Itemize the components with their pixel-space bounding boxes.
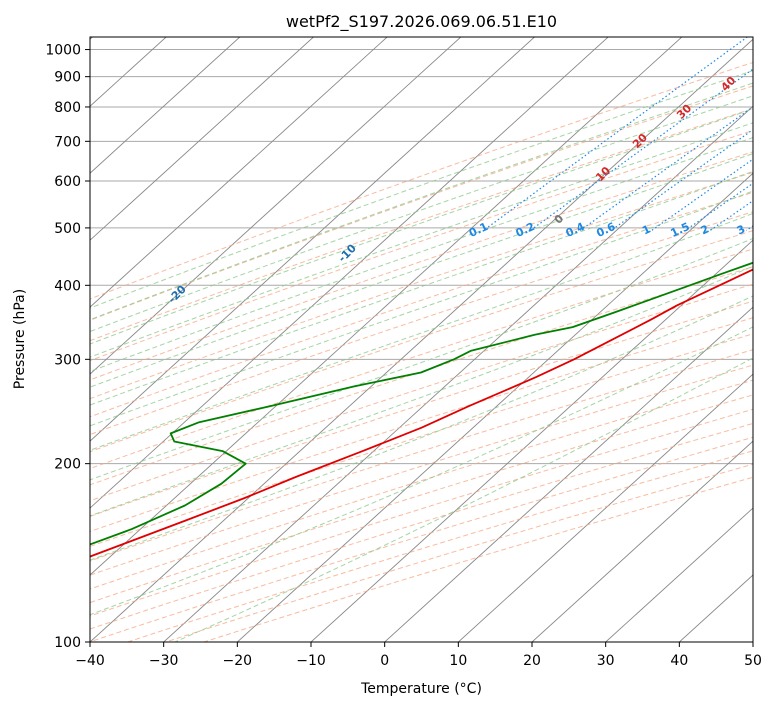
curve-labels: 0.10.20.40.611.52346810131620253036-100-… — [166, 74, 774, 306]
mixing-ratio-line — [483, 37, 749, 231]
x-tick-label: −40 — [75, 653, 105, 669]
isotherm-line — [531, 440, 753, 642]
moist-adiabat-line — [174, 357, 753, 642]
isotherm-line — [90, 37, 241, 174]
x-tick-label: −30 — [149, 653, 179, 669]
isotherm-line — [90, 37, 536, 442]
isotherm-line — [90, 37, 315, 241]
y-tick-label: 700 — [54, 134, 81, 150]
x-axis-label: Temperature (°C) — [360, 681, 482, 697]
isotherm-line — [457, 373, 753, 642]
dry-adiabat-line — [90, 394, 753, 604]
isotherm-line — [90, 37, 462, 375]
isotherm-line — [236, 172, 753, 642]
dry-adiabat-line — [90, 191, 753, 418]
moist-adiabat-line — [90, 295, 753, 561]
moist-adiabat-label: 30 — [674, 101, 694, 121]
chart-title: wetPf2_S197.2026.069.06.51.E10 — [286, 12, 557, 32]
dewpoint-trace — [90, 261, 753, 546]
y-tick-label: 600 — [54, 174, 81, 190]
dry-adiabat-line — [90, 171, 753, 400]
moist-adiabat-line — [90, 122, 753, 358]
dry-adiabat-line — [90, 379, 753, 590]
dry-adiabat-line — [90, 248, 753, 470]
mixing-ratio-label: 0.1 — [467, 220, 490, 240]
mixing-ratio-line — [709, 199, 753, 231]
dry-adiabat-line — [90, 300, 753, 517]
moist-adiabat-line — [90, 237, 753, 481]
y-tick-label: 800 — [54, 100, 81, 116]
isotherm-line — [90, 38, 753, 642]
moist-adiabat-line — [90, 170, 753, 406]
dry-adiabat-line — [90, 266, 753, 486]
y-tick-label: 300 — [54, 352, 81, 368]
dry-adiabat-line — [126, 450, 753, 642]
moist-adiabat-line — [90, 70, 753, 309]
isotherm-line — [604, 507, 753, 642]
x-tick-label: −20 — [223, 653, 253, 669]
y-axis-ticks: 100 200 300 400 500 600 700 800 900 1000 — [45, 43, 90, 651]
y-tick-label: 1000 — [45, 43, 81, 59]
y-tick-label: 900 — [54, 70, 81, 86]
y-tick-label: 100 — [54, 635, 81, 651]
y-axis-label: Pressure (hPa) — [12, 289, 28, 389]
dry-adiabat-line — [90, 422, 753, 630]
dry-adiabat-line — [90, 349, 753, 562]
plot-frame — [89, 36, 754, 643]
dry-adiabat-line — [90, 61, 753, 300]
x-tick-label: 0 — [380, 653, 389, 669]
x-tick-label: 10 — [449, 653, 467, 669]
moist-adiabat-label: 0 — [552, 212, 567, 227]
y-tick-label: 500 — [54, 221, 81, 237]
dry-adiabat-line — [90, 108, 753, 342]
isotherm-line — [310, 239, 753, 642]
mixing-ratio-line — [529, 68, 753, 231]
mixing-ratio-line — [610, 128, 753, 231]
x-tick-label: 20 — [523, 653, 541, 669]
mixing-ratio-label: 4 — [761, 222, 774, 237]
y-tick-label: 400 — [54, 278, 81, 294]
dry-adiabat-line — [90, 211, 753, 436]
mixing-ratio-label: 0.6 — [594, 220, 617, 240]
mixing-ratio-line — [579, 106, 753, 231]
x-tick-label: 30 — [597, 653, 615, 669]
y-tick-label: 200 — [54, 457, 81, 473]
x-tick-label: −10 — [296, 653, 326, 669]
temperature-trace — [90, 268, 753, 558]
x-axis-ticks: −40 −30 −20 −10 0 10 20 30 40 50 — [75, 642, 762, 669]
x-tick-label: 50 — [744, 653, 762, 669]
isotherm-line — [162, 105, 753, 642]
dry-adiabat-line — [90, 364, 753, 576]
dry-adiabat-line — [90, 317, 753, 533]
dry-adiabat-line — [90, 436, 753, 642]
background-curves — [90, 37, 753, 642]
mixing-ratio-line — [745, 225, 753, 231]
mixing-ratio-line — [651, 158, 753, 231]
x-tick-label: 40 — [670, 653, 688, 669]
isotherm-line — [90, 37, 609, 509]
mixing-ratio-line — [685, 182, 753, 231]
isotherm-line — [752, 641, 753, 642]
moist-adiabat-line — [90, 137, 753, 372]
mixing-ratio-label: 2 — [699, 222, 711, 237]
mixing-ratio-label: 0.4 — [564, 220, 587, 240]
dry-adiabat-label: -10 — [336, 241, 359, 264]
isotherm-line — [90, 37, 683, 576]
sounding-traces — [90, 261, 753, 558]
dry-adiabat-line — [90, 151, 753, 381]
dry-adiabat-line — [90, 230, 753, 453]
dry-adiabat-line — [90, 283, 753, 502]
dry-adiabat-line — [90, 333, 753, 547]
mixing-ratio-label: 1.5 — [669, 220, 692, 240]
isotherm-line — [90, 37, 388, 308]
